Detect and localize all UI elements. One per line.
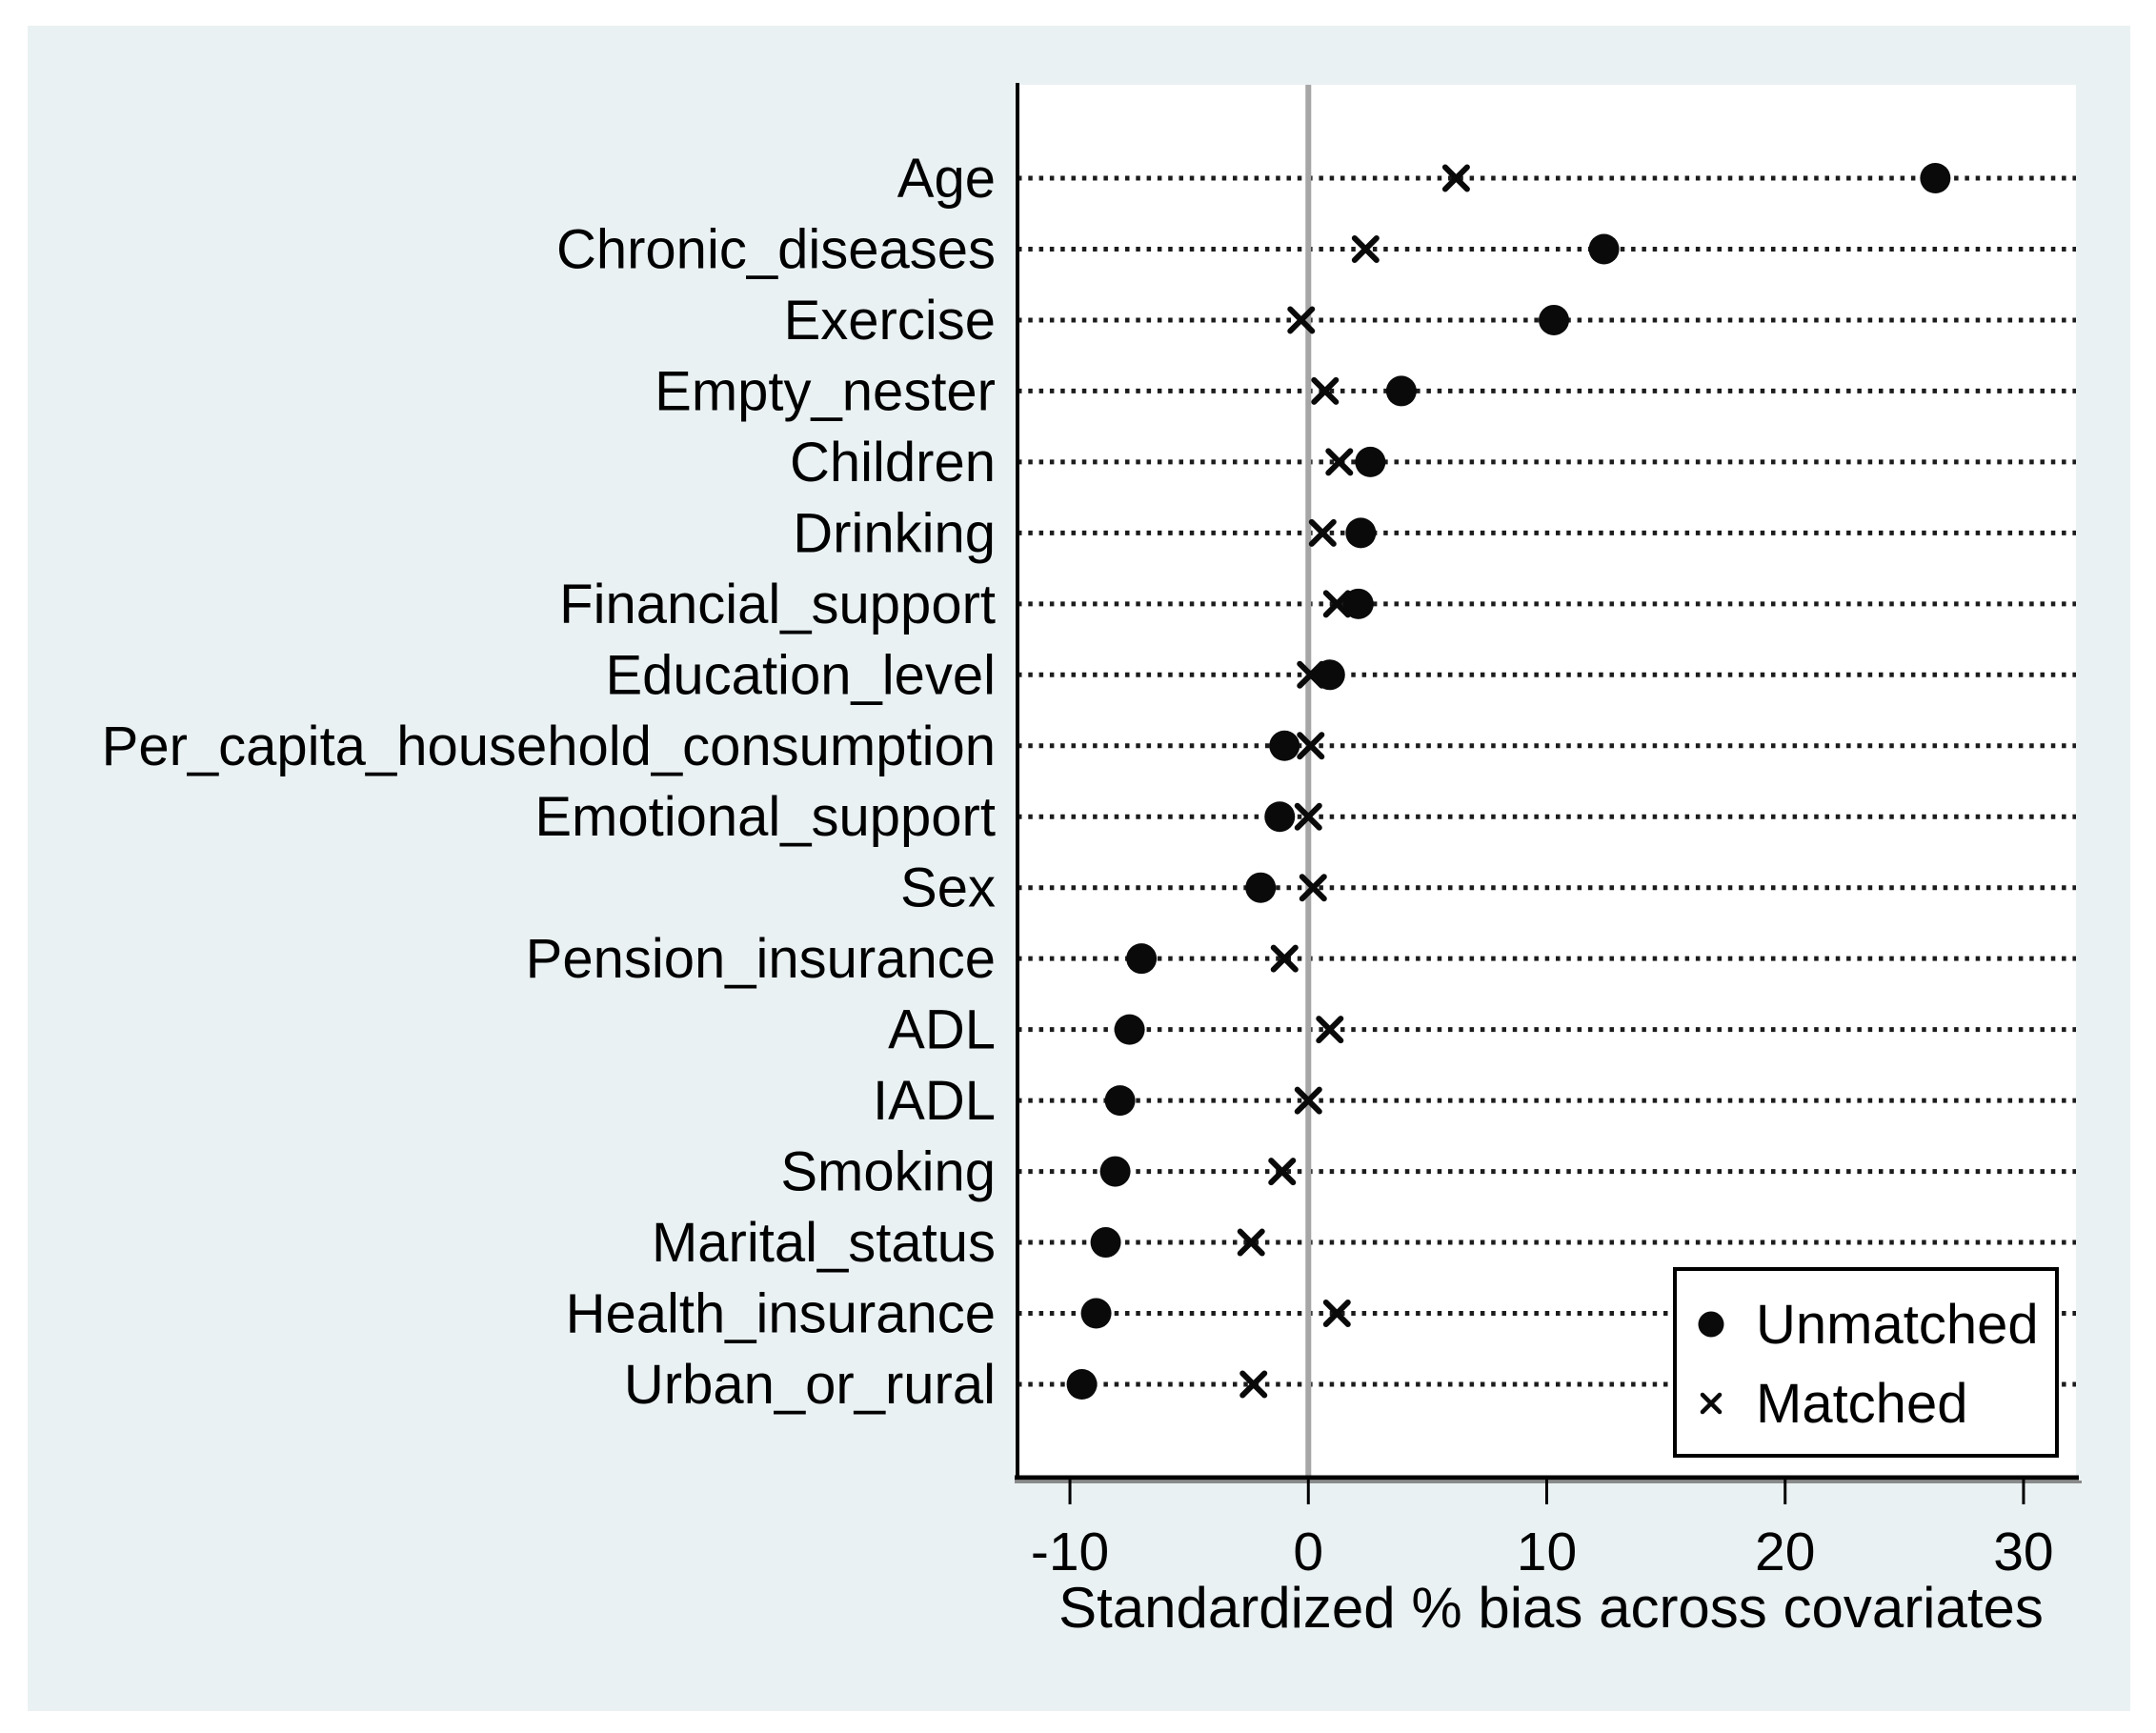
category-label-health_insurance: Health_insurance	[566, 1283, 996, 1345]
unmatched-marker-health_insurance	[1080, 1298, 1112, 1329]
matched-marker-exercise	[1287, 306, 1316, 334]
unmatched-marker-children	[1355, 446, 1386, 477]
legend-matched-marker-icon	[1700, 1392, 1723, 1415]
matched-marker-chronic_diseases	[1351, 234, 1380, 263]
category-label-children: Children	[790, 432, 996, 494]
category-label-sex: Sex	[900, 857, 996, 919]
category-label-chronic_diseases: Chronic_diseases	[556, 218, 996, 280]
matched-marker-emotional_support	[1294, 802, 1322, 831]
category-label-exercise: Exercise	[784, 290, 996, 352]
matched-marker-financial_support	[1322, 590, 1351, 618]
unmatched-marker-marital_status	[1090, 1227, 1121, 1259]
category-label-pension_insurance: Pension_insurance	[526, 928, 996, 990]
matched-marker-drinking	[1308, 518, 1337, 547]
unmatched-marker-empty_nester	[1385, 375, 1417, 407]
unmatched-marker-urban_or_rural	[1066, 1369, 1098, 1400]
category-label-per_capita_household_consumption: Per_capita_household_consumption	[102, 715, 996, 777]
matched-marker-per_capita_household_consumption	[1297, 732, 1325, 760]
matched-marker-empty_nester	[1311, 376, 1340, 405]
series-unmatched	[1066, 163, 1951, 1400]
category-label-urban_or_rural: Urban_or_rural	[624, 1354, 996, 1416]
category-label-empty_nester: Empty_nester	[655, 360, 996, 422]
x-tick-labels: -10 0 10 20 30	[1031, 1521, 2054, 1582]
matched-marker-age	[1441, 164, 1470, 192]
unmatched-marker-drinking	[1345, 517, 1377, 549]
x-tick-label-30: 30	[1993, 1521, 2053, 1582]
matched-marker-pension_insurance	[1270, 944, 1299, 973]
x-tick-label-0: 0	[1293, 1521, 1323, 1582]
x-tick-label-20: 20	[1755, 1521, 1815, 1582]
x-tick-label-10: 10	[1517, 1521, 1577, 1582]
category-labels: Age Chronic_diseases Exercise Empty_nester C…	[102, 148, 996, 1416]
legend-label-unmatched: Unmatched	[1756, 1294, 2039, 1356]
unmatched-marker-per_capita_household_consumption	[1269, 730, 1300, 761]
legend-unmatched-marker-icon	[1698, 1311, 1724, 1338]
category-label-financial_support: Financial_support	[559, 574, 996, 635]
unmatched-marker-smoking	[1099, 1156, 1131, 1187]
matched-marker-education_level	[1297, 660, 1325, 689]
category-label-education_level: Education_level	[605, 644, 996, 706]
axes	[1015, 83, 2082, 1504]
unmatched-marker-financial_support	[1342, 588, 1374, 619]
matched-marker-iadl	[1294, 1086, 1322, 1115]
series-matched	[1237, 164, 1470, 1399]
unmatched-marker-adl	[1114, 1014, 1145, 1045]
matched-marker-children	[1325, 448, 1354, 476]
matched-marker-sex	[1299, 874, 1327, 902]
category-label-smoking: Smoking	[780, 1141, 996, 1203]
unmatched-marker-iadl	[1104, 1085, 1136, 1117]
category-label-iadl: IADL	[873, 1070, 996, 1132]
legend-label-matched: Matched	[1756, 1373, 1967, 1435]
matched-marker-adl	[1316, 1016, 1344, 1044]
unmatched-marker-emotional_support	[1264, 801, 1296, 833]
matched-marker-health_insurance	[1322, 1300, 1351, 1328]
category-label-marital_status: Marital_status	[652, 1212, 996, 1274]
gridlines	[1018, 175, 2076, 1387]
matched-marker-urban_or_rural	[1239, 1370, 1268, 1399]
category-label-emotional_support: Emotional_support	[534, 786, 996, 848]
unmatched-marker-pension_insurance	[1126, 943, 1158, 975]
x-tick-label--10: -10	[1031, 1521, 1109, 1582]
unmatched-marker-age	[1920, 163, 1951, 193]
unmatched-marker-exercise	[1539, 304, 1570, 335]
legend-box	[1673, 1267, 2059, 1458]
matched-marker-marital_status	[1237, 1228, 1265, 1257]
category-label-adl: ADL	[888, 999, 996, 1061]
category-label-age: Age	[897, 148, 996, 210]
x-axis-title: Standardized % bias across covariates	[1058, 1576, 2044, 1640]
legend: Unmatched Matched	[1673, 1267, 2059, 1458]
matched-marker-smoking	[1268, 1158, 1297, 1186]
unmatched-marker-sex	[1245, 872, 1277, 903]
category-label-drinking: Drinking	[793, 502, 996, 564]
unmatched-marker-chronic_diseases	[1588, 233, 1620, 265]
